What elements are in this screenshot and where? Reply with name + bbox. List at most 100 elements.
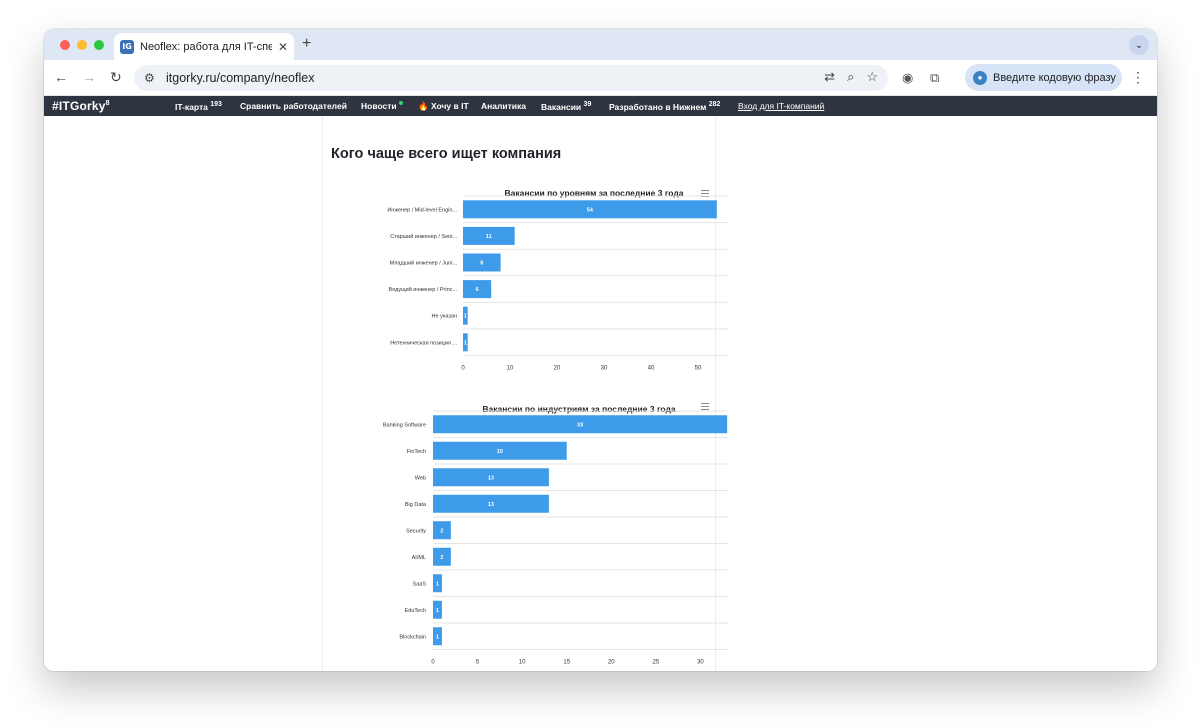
levels-chart: Вакансии по уровням за последние 3 года 0… — [387, 188, 729, 372]
level-bar[interactable] — [463, 226, 515, 245]
industry-category-label: FinTech — [407, 449, 426, 455]
news-indicator-dot — [398, 101, 403, 105]
industry-bar[interactable] — [433, 468, 549, 487]
industry-value-label: 1 — [436, 581, 439, 587]
reload-icon[interactable]: ↻ — [110, 69, 122, 85]
industry-bar[interactable] — [433, 574, 442, 593]
level-bar[interactable] — [463, 200, 717, 219]
profile-icon: ● — [973, 70, 987, 85]
browser-tab[interactable]: IG Neoflex: работа для IT-специ ✕ — [114, 33, 294, 60]
industry-category-label: Big Data — [405, 502, 427, 508]
level-category-label: Нетехническая позиция ... — [390, 340, 457, 346]
x-tick-label: 15 — [563, 660, 570, 666]
level-value-label: 1 — [464, 340, 467, 346]
page-content: Кого чаще всего ищет компания Вакансии п… — [44, 116, 1157, 671]
bookmark-star-icon[interactable]: ☆ — [866, 69, 878, 84]
x-tick-label: 30 — [697, 660, 704, 666]
industry-category-label: Security — [406, 528, 426, 534]
industry-category-label: SaaS — [413, 581, 427, 587]
industry-value-label: 1 — [436, 634, 439, 640]
level-bar[interactable] — [463, 253, 501, 272]
industry-bar[interactable] — [433, 441, 567, 460]
forward-icon[interactable]: → — [82, 69, 96, 85]
industry-value-label: 13 — [488, 475, 494, 481]
nav-it-map[interactable]: IT-карта 193 — [175, 101, 222, 112]
level-value-label: 8 — [480, 261, 483, 267]
industry-category-label: AI/ML — [412, 555, 426, 561]
section-title: Кого чаще всего ищет компания — [331, 146, 562, 162]
nav-want-it[interactable]: 🔥 Хочу в IT — [418, 101, 469, 111]
new-tab-icon[interactable]: + — [302, 35, 312, 52]
chart-menu-icon[interactable] — [701, 403, 709, 410]
browser-toolbar: ← → ↻ ⚙ itgorky.ru/company/neoflex ⇄ ⌕ ☆… — [44, 60, 1157, 96]
maximize-window-button[interactable] — [94, 40, 104, 50]
industry-bar[interactable] — [433, 547, 451, 566]
window-controls — [60, 40, 104, 50]
level-value-label: 6 — [476, 287, 479, 293]
nav-vacancies[interactable]: Вакансии 39 — [541, 101, 592, 112]
level-bar[interactable] — [463, 333, 468, 352]
level-bar[interactable] — [463, 306, 468, 325]
industry-category-label: EduTech — [405, 608, 426, 614]
level-bar[interactable] — [463, 280, 492, 299]
chart-title: Вакансии по индустриям за последние 3 го… — [482, 404, 675, 414]
x-tick-label: 10 — [507, 366, 514, 372]
industry-bar[interactable] — [433, 627, 442, 646]
close-window-button[interactable] — [60, 40, 70, 50]
industry-category-label: Blockchain — [399, 634, 426, 640]
level-category-label: Инженер / Mid-level Engin... — [387, 207, 457, 213]
industry-bar[interactable] — [433, 521, 451, 540]
industry-value-label: 13 — [488, 502, 494, 508]
nav-news[interactable]: Новости — [361, 101, 403, 111]
x-tick-label: 25 — [653, 660, 660, 666]
login-for-companies-link[interactable]: Вход для IT-компаний — [738, 101, 825, 111]
industry-bar[interactable] — [433, 415, 728, 434]
url-text[interactable]: itgorky.ru/company/neoflex — [166, 71, 315, 85]
passphrase-button[interactable]: ● Введите кодовую фразу — [965, 64, 1122, 91]
zoom-icon[interactable]: ⌕ — [847, 69, 855, 84]
x-tick-label: 10 — [519, 660, 526, 666]
industry-bar[interactable] — [433, 494, 549, 513]
industry-value-label: 2 — [440, 528, 443, 534]
site-logo[interactable]: #ITGorky8 — [52, 99, 110, 113]
industry-value-label: 2 — [440, 555, 443, 561]
address-bar[interactable]: ⚙ itgorky.ru/company/neoflex ⇄ ⌕ ☆ — [134, 65, 888, 91]
level-category-label: Не указан — [432, 314, 457, 320]
site-settings-icon[interactable]: ⚙ — [144, 71, 155, 85]
tab-bar: IG Neoflex: работа для IT-специ ✕ + ⌄ — [44, 29, 1157, 60]
industry-value-label: 33 — [577, 422, 583, 428]
level-category-label: Ведущий инженер / Princ... — [389, 286, 458, 293]
level-value-label: 11 — [486, 234, 492, 240]
industry-value-label: 15 — [497, 449, 503, 455]
x-tick-label: 50 — [695, 366, 702, 372]
tab-title: Neoflex: работа для IT-специ — [140, 40, 272, 53]
translate-icon[interactable]: ⇄ — [824, 69, 836, 84]
x-tick-label: 0 — [431, 660, 435, 666]
back-icon[interactable]: ← — [54, 69, 68, 85]
industries-chart: Вакансии по индустриям за последние 3 го… — [383, 403, 729, 666]
screenshot-camera-icon[interactable]: ◉ — [902, 70, 914, 85]
content-card — [322, 116, 716, 671]
industry-value-label: 1 — [436, 608, 439, 614]
tab-search-icon[interactable]: ⌄ — [1129, 35, 1149, 55]
address-bar-actions: ⇄ ⌕ ☆ — [824, 69, 878, 85]
minimize-window-button[interactable] — [77, 40, 87, 50]
level-value-label: 54 — [587, 207, 594, 213]
x-tick-label: 20 — [608, 660, 615, 666]
x-tick-label: 20 — [554, 366, 561, 372]
level-category-label: Младший инженер / Juni... — [390, 260, 458, 267]
x-tick-label: 40 — [648, 366, 655, 372]
browser-window: IG Neoflex: работа для IT-специ ✕ + ⌄ ← … — [44, 29, 1157, 671]
industry-category-label: Banking Software — [383, 422, 426, 428]
extensions-puzzle-icon[interactable]: ⧉ — [930, 70, 940, 85]
nav-compare-employers[interactable]: Сравнить работодателей — [240, 101, 347, 111]
nav-analytics[interactable]: Аналитика — [481, 101, 526, 111]
industry-category-label: Web — [415, 475, 426, 481]
site-navigation: #ITGorky8 IT-карта 193 Сравнить работода… — [44, 96, 1157, 116]
passphrase-label: Введите кодовую фразу — [993, 71, 1116, 84]
close-tab-icon[interactable]: ✕ — [277, 39, 288, 54]
nav-made-in-nizhny[interactable]: Разработано в Нижнем 282 — [609, 101, 721, 112]
level-category-label: Старший инженер / Seni... — [390, 233, 457, 240]
menu-kebab-icon[interactable]: ⋮ — [1131, 69, 1145, 85]
industry-bar[interactable] — [433, 600, 442, 619]
